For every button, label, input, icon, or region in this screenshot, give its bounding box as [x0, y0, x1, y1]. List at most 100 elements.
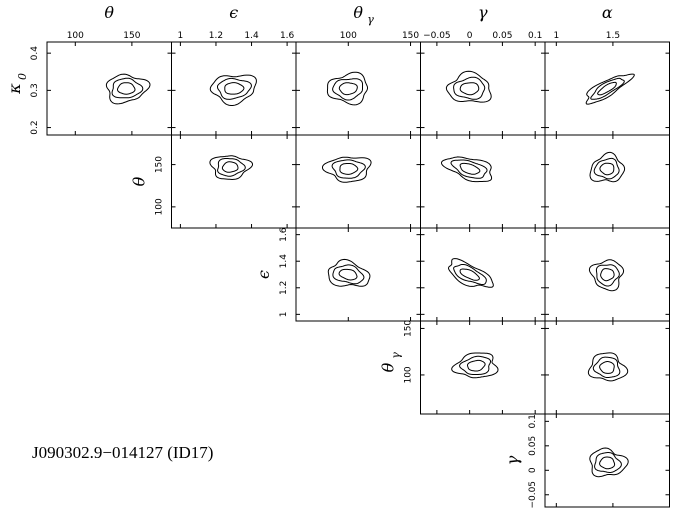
contour-line — [592, 356, 621, 378]
column-tick-label: 150 — [123, 31, 140, 41]
row-tick-label: 1.2 — [279, 281, 289, 295]
row-param-subscript: 0 — [16, 73, 29, 80]
contour-line — [589, 447, 629, 478]
panel-frame — [544, 413, 670, 508]
contour-line — [590, 77, 625, 100]
contour-line — [459, 268, 480, 281]
contour-line — [459, 162, 481, 175]
contour-line — [331, 159, 366, 179]
contour-line — [600, 268, 615, 282]
row-tick-label: 150 — [155, 156, 165, 173]
contour-line — [117, 82, 136, 95]
panel-frame — [420, 227, 546, 322]
panel-frame — [295, 41, 421, 136]
row-param-label: κ — [5, 83, 24, 95]
contour-line — [453, 264, 487, 285]
row-tick-label: 100 — [155, 198, 165, 215]
row-tick-label: 1.4 — [279, 254, 289, 269]
contour-line — [221, 161, 239, 173]
row-tick-label: 0.1 — [528, 414, 538, 428]
column-tick-label: 0.05 — [492, 31, 512, 41]
column-tick-label: 1.6 — [280, 31, 295, 41]
column-param-label: ϵ — [229, 3, 238, 22]
contour-line — [209, 74, 257, 106]
contour-line — [217, 77, 252, 100]
contour-line — [332, 78, 364, 101]
row-tick-label: 0.2 — [30, 120, 40, 134]
column-tick-label: 100 — [67, 31, 84, 41]
contour-line — [599, 361, 615, 374]
contour-line — [593, 157, 620, 180]
column-param-label: α — [602, 3, 613, 22]
row-tick-label: 150 — [404, 320, 414, 337]
column-tick-label: 0.1 — [528, 31, 542, 41]
panel-frame — [544, 227, 670, 322]
contour-line — [327, 258, 371, 287]
panel-frame — [544, 320, 670, 415]
column-tick-label: 1.4 — [244, 31, 259, 41]
row-param-label: θ — [130, 176, 149, 186]
contour-line — [332, 264, 365, 285]
contour-line — [338, 82, 358, 96]
contour-line — [209, 155, 253, 181]
contour-line — [599, 162, 615, 176]
panel-frame — [295, 134, 421, 229]
row-tick-label: 1.6 — [279, 227, 289, 242]
column-tick-label: 1.2 — [209, 31, 223, 41]
column-tick-label: 100 — [340, 31, 357, 41]
contour-line — [453, 76, 486, 100]
panel-frame — [171, 41, 297, 136]
contour-line — [459, 355, 491, 375]
contour-line — [224, 82, 245, 95]
contour-line — [451, 352, 499, 379]
column-param-label: θ — [353, 3, 363, 22]
panel-frame — [420, 41, 546, 136]
contour-line — [339, 163, 359, 175]
row-param-label: γ — [503, 455, 522, 465]
panel-frame — [295, 227, 421, 322]
contour-line — [588, 259, 625, 292]
contour-line — [326, 71, 368, 106]
column-tick-label: 150 — [402, 31, 419, 41]
contour-line — [217, 158, 246, 177]
contour-line — [587, 352, 629, 382]
panel-grid — [46, 41, 670, 508]
contour-line — [467, 359, 486, 372]
row-tick-label: 0 — [528, 467, 538, 473]
column-param-label: γ — [478, 3, 488, 22]
panel-frame — [171, 134, 297, 229]
row-param-label: ϵ — [254, 270, 273, 279]
row-tick-label: 100 — [404, 366, 414, 383]
row-param-subscript: γ — [390, 352, 403, 359]
figure-caption: J090302.9−014127 (ID17) — [32, 443, 213, 462]
panel-frame — [46, 41, 172, 136]
row-tick-label: 0.4 — [30, 46, 40, 61]
row-tick-label: −0.05 — [528, 481, 538, 508]
row-tick-label: 1 — [279, 311, 289, 317]
column-tick-label: 1 — [178, 31, 184, 41]
contour-line — [595, 264, 620, 287]
panel-frame — [544, 41, 670, 136]
column-tick-label: 0 — [467, 31, 473, 41]
contour-line — [594, 452, 622, 473]
contour-line — [599, 456, 616, 470]
column-param-label: θ — [104, 3, 114, 22]
column-tick-label: 1 — [553, 31, 559, 41]
contour-line — [440, 156, 493, 183]
row-tick-label: 0.05 — [528, 436, 538, 456]
row-tick-label: 0.3 — [30, 83, 40, 97]
contour-line — [322, 156, 372, 183]
panel-frame — [544, 134, 670, 229]
contour-line — [459, 82, 480, 96]
row-param-label: θ — [379, 362, 398, 372]
contour-line — [338, 268, 358, 281]
contour-line — [585, 73, 635, 105]
contour-line — [105, 73, 151, 105]
contour-line — [447, 258, 494, 288]
contour-line — [445, 70, 492, 103]
column-param-subscript: γ — [367, 13, 374, 26]
column-tick-label: 1.5 — [606, 31, 620, 41]
contour-line — [111, 77, 144, 99]
